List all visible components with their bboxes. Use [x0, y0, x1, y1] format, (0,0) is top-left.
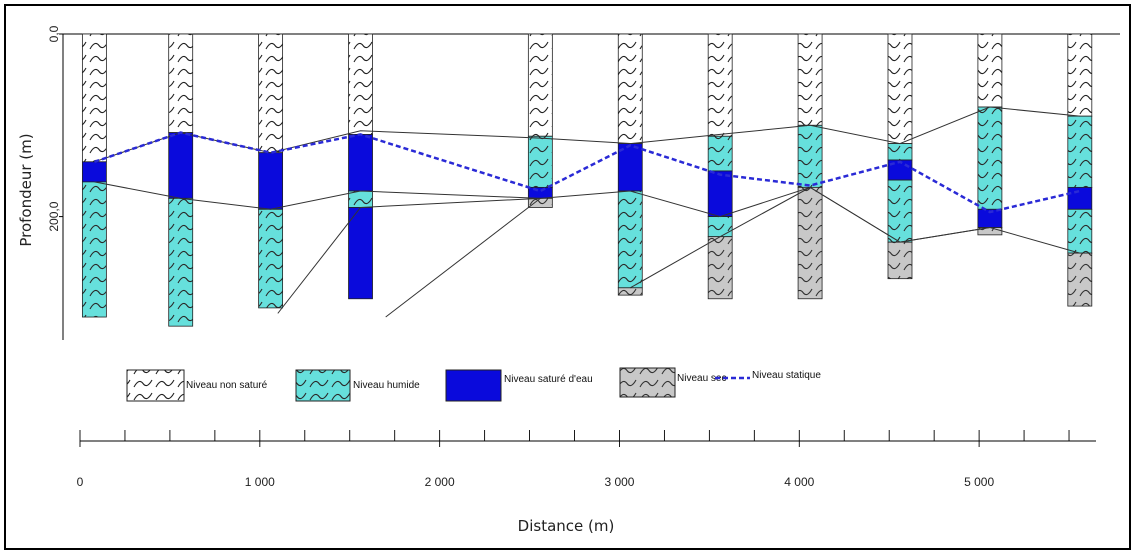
legend-label-humide: Niveau humide [353, 380, 420, 391]
well-2-layer-1-non_sature [168, 33, 194, 134]
well-11-layer-5-sec [1067, 252, 1093, 307]
legend-label-statique: Niveau statique [752, 370, 821, 381]
legend-label-non-sature: Niveau non saturé [186, 380, 268, 391]
legend-swatch-sature [445, 369, 502, 402]
legend-label-sec: Niveau sec [677, 373, 726, 384]
well-7-layer-4-humide [707, 216, 733, 238]
well-9-layer-4-humide [887, 179, 913, 243]
legend-swatch-humide [295, 369, 351, 402]
well-5-layer-1-non_sature [527, 33, 553, 137]
well-1-layer-2-sature [81, 161, 107, 183]
boundary-line-5 [385, 197, 541, 318]
static-level-line [93, 131, 1081, 214]
well-1-layer-3-humide [81, 181, 107, 318]
wells-group [81, 33, 1093, 327]
well-9-layer-1-non_sature [887, 33, 913, 144]
x-tick-group: 0 1 000 2 000 3 000 4 000 5 000 [77, 430, 1070, 489]
well-8-layer-3-sec [797, 186, 823, 300]
well-4-layer-1-non_sature [348, 33, 373, 135]
well-11-layer-2-humide [1067, 115, 1093, 188]
y-tick-label-2: 200,0 [47, 201, 61, 231]
x-tick-label-4: 3 000 [604, 475, 634, 489]
static-level-group [93, 131, 1081, 214]
well-3-layer-1-non_sature [258, 33, 284, 154]
well-7-layer-5-sec [707, 236, 733, 300]
boundary-line-3 [360, 197, 541, 208]
well-2-layer-2-sature [168, 132, 194, 199]
legend-swatch-sec [619, 367, 676, 398]
legend-label-sature: Niveau saturé d'eau [504, 374, 593, 385]
boundary-lines-group [94, 106, 1080, 318]
legend-swatch-non-sature [126, 369, 185, 402]
well-3-layer-3-humide [258, 208, 284, 309]
well-9-layer-5-sec [887, 241, 913, 280]
y-tick-label-1: 0,0 [47, 25, 61, 42]
x-tick-label-5: 4 000 [784, 475, 814, 489]
well-7-layer-1-non_sature [707, 33, 733, 137]
boundary-line-2 [94, 181, 1080, 254]
well-5-layer-3-sature [527, 186, 553, 199]
well-4-layer-4-sature [348, 207, 373, 300]
legend: Niveau non saturé Niveau humide Niveau s… [126, 367, 821, 402]
well-3-layer-2-sature [258, 152, 284, 210]
well-11-layer-3-sature [1067, 186, 1093, 210]
boundary-line-6 [630, 186, 990, 289]
y-tick-group: 0,0 200,0 [47, 25, 63, 232]
well-9-layer-2-humide [887, 143, 913, 161]
well-7-layer-2-humide [707, 135, 733, 172]
well-4-layer-3-humide [348, 190, 373, 208]
well-11-layer-4-humide [1067, 208, 1093, 254]
well-8-layer-1-non_sature [797, 33, 823, 126]
well-6-layer-3-humide [617, 190, 643, 289]
well-10-layer-1-non_sature [977, 33, 1003, 108]
x-tick-label-2: 1 000 [245, 475, 275, 489]
well-4-layer-2-sature [348, 134, 373, 192]
well-5-layer-2-humide [527, 135, 553, 188]
boundary-line-4 [277, 207, 361, 314]
well-6-layer-1-non_sature [617, 33, 643, 144]
well-6-layer-4-sec [617, 287, 643, 296]
x-tick-label-6: 5 000 [964, 475, 994, 489]
well-2-layer-3-humide [168, 197, 194, 327]
well-8-layer-2-humide [797, 124, 823, 188]
x-tick-label-3: 2 000 [425, 475, 455, 489]
well-5-layer-4-sec [527, 197, 553, 208]
y-axis-title: Profondeur (m) [17, 133, 35, 246]
well-10-layer-2-humide [977, 106, 1003, 210]
well-1-layer-1-non_sature [81, 33, 107, 163]
well-7-layer-3-sature [707, 170, 733, 217]
x-tick-label-1: 0 [77, 475, 84, 489]
well-11-layer-1-non_sature [1067, 33, 1093, 117]
x-axis-title: Distance (m) [518, 517, 615, 535]
boundary-line-1 [94, 106, 1080, 163]
